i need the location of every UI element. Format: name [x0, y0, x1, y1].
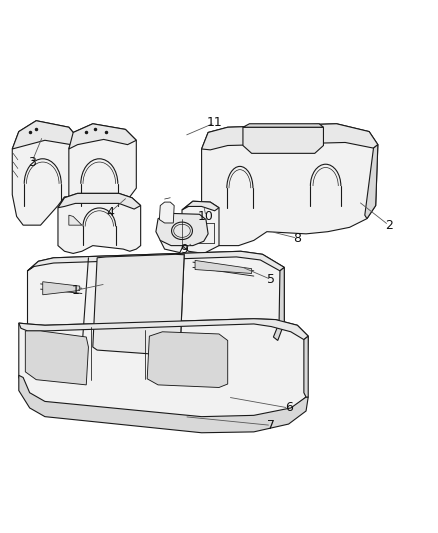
Polygon shape [25, 331, 88, 385]
Text: 1: 1 [71, 284, 79, 297]
Polygon shape [160, 221, 184, 253]
Polygon shape [93, 254, 184, 356]
Polygon shape [69, 215, 82, 225]
Polygon shape [58, 193, 141, 254]
Polygon shape [243, 124, 323, 127]
Text: 2: 2 [385, 219, 393, 232]
Text: 3: 3 [28, 156, 36, 168]
Polygon shape [365, 144, 378, 219]
Text: 4: 4 [106, 206, 114, 219]
Polygon shape [273, 268, 284, 341]
Text: 7: 7 [267, 419, 275, 432]
Polygon shape [195, 261, 252, 273]
Polygon shape [201, 124, 378, 246]
Polygon shape [58, 193, 141, 209]
Text: 6: 6 [285, 401, 293, 415]
Polygon shape [159, 202, 174, 223]
Text: 11: 11 [207, 116, 223, 130]
Polygon shape [69, 124, 136, 149]
Polygon shape [12, 120, 80, 225]
Polygon shape [156, 213, 208, 246]
Polygon shape [243, 127, 323, 154]
Text: 8: 8 [293, 232, 301, 245]
Text: 10: 10 [198, 210, 214, 223]
Polygon shape [43, 282, 80, 295]
Polygon shape [147, 332, 228, 387]
Polygon shape [201, 124, 378, 150]
Text: 5: 5 [267, 273, 275, 286]
Polygon shape [19, 375, 308, 433]
Polygon shape [19, 319, 308, 340]
Polygon shape [69, 124, 136, 225]
Polygon shape [28, 251, 284, 358]
Polygon shape [19, 319, 308, 419]
Text: 9: 9 [180, 243, 188, 256]
Polygon shape [182, 201, 219, 254]
Polygon shape [12, 120, 80, 149]
Polygon shape [28, 251, 284, 271]
Polygon shape [182, 201, 219, 211]
Polygon shape [304, 336, 308, 397]
